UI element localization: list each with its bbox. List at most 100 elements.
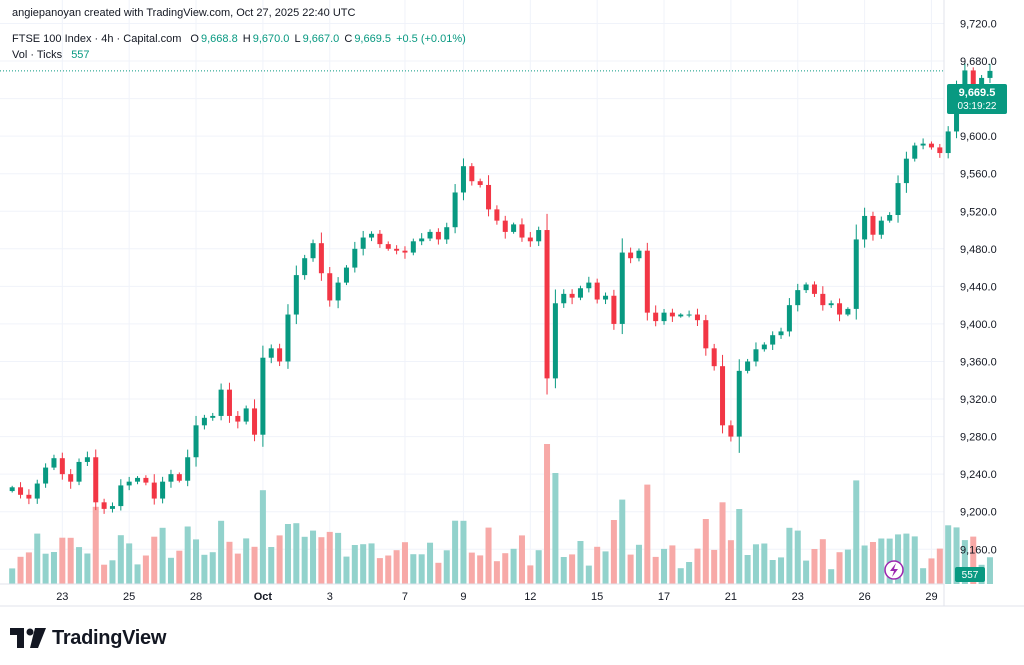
volume-bar — [744, 555, 751, 584]
candle-body — [76, 461, 82, 482]
candle-body — [536, 230, 542, 242]
volume-bar — [259, 490, 266, 584]
candle-body — [711, 348, 717, 367]
candle-body — [126, 481, 132, 486]
candle-body — [661, 312, 667, 322]
candle-body — [745, 361, 751, 371]
x-tick-label: 21 — [725, 591, 737, 603]
volume-bar — [736, 509, 743, 584]
candle-body — [9, 487, 15, 492]
volume-bar — [711, 549, 718, 584]
volume-bar — [50, 552, 57, 584]
volume-bar — [25, 552, 32, 584]
volume-bar — [109, 560, 116, 584]
volume-bar — [17, 556, 24, 584]
candle-body — [928, 143, 934, 148]
volume-bar — [67, 537, 74, 584]
volume-bar — [335, 532, 342, 584]
volume-bar — [569, 554, 576, 584]
y-tick-label: 9,560.0 — [960, 169, 997, 181]
candle-body — [544, 230, 550, 379]
volume-bar — [167, 557, 174, 584]
legend-ohlc[interactable]: FTSE 100 Index · 4h · Capital.com O 9,668… — [12, 33, 468, 45]
volume-label[interactable]: Vol · Ticks — [12, 49, 63, 61]
volume-bar — [619, 499, 626, 584]
candle-body — [18, 487, 24, 495]
flash-icon[interactable] — [884, 560, 904, 580]
volume-bar — [226, 541, 233, 584]
volume-bar — [343, 556, 350, 584]
volume-bar — [59, 537, 66, 584]
volume-bar — [903, 533, 910, 584]
volume-bar — [844, 549, 851, 584]
volume-bar — [142, 555, 149, 584]
legend-close: 9,669.5 — [354, 33, 392, 45]
volume-bar — [811, 549, 818, 584]
candle-body — [335, 282, 341, 301]
x-tick-label: 23 — [792, 591, 804, 603]
candle-body — [979, 77, 985, 86]
candle-body — [945, 131, 951, 154]
time-axis[interactable]: 23 25 28 Oct 3 7 9 12 15 17 21 23 26 29 — [56, 591, 937, 603]
legend-c-label: C — [344, 33, 353, 45]
volume-bar — [803, 560, 810, 584]
volume-bars — [9, 444, 993, 584]
volume-bar — [585, 565, 592, 584]
candle-body — [51, 458, 57, 468]
legend-volume[interactable]: Vol · Ticks 557 — [12, 49, 92, 61]
y-tick-label: 9,240.0 — [960, 469, 997, 481]
price-badge: 9,669.5 03:19:22 — [947, 84, 1007, 114]
candle-body — [678, 314, 684, 317]
price-axis[interactable]: 9,720.09,680.09,640.09,600.09,560.09,520… — [960, 18, 997, 556]
candle-body — [385, 244, 391, 249]
volume-bar — [76, 547, 83, 584]
candle-body — [252, 408, 258, 435]
candle-body — [895, 183, 901, 216]
legend-l-label: L — [294, 33, 301, 45]
volume-bar — [310, 530, 317, 584]
volume-bar — [385, 555, 392, 584]
candle-body — [937, 147, 943, 154]
candle-body — [360, 237, 366, 249]
y-tick-label: 9,680.0 — [960, 56, 997, 68]
candle-body — [811, 284, 817, 294]
tradingview-logo[interactable]: TradingView — [10, 623, 166, 653]
volume-bar — [769, 560, 776, 584]
tradingview-logo-icon — [10, 628, 46, 648]
candle-body — [185, 457, 191, 481]
x-tick-label: 25 — [123, 591, 135, 603]
candle-body — [419, 238, 425, 242]
legend-change: +0.5 (+0.01%) — [396, 33, 466, 45]
volume-bar — [936, 548, 943, 584]
volume-bar — [986, 557, 993, 584]
legend-symbol[interactable]: FTSE 100 Index · 4h · Capital.com — [12, 33, 182, 45]
candle-body — [118, 485, 124, 507]
candle-body — [828, 303, 834, 306]
volume-bar — [552, 473, 559, 584]
volume-bar — [251, 546, 258, 584]
volume-badge-value: 557 — [962, 570, 979, 581]
candle-body — [427, 231, 433, 239]
candle-body — [820, 293, 826, 306]
volume-bar — [209, 552, 216, 584]
candle-body — [795, 290, 801, 306]
legend-h-label: H — [242, 33, 251, 45]
candle-body — [619, 252, 625, 324]
x-tick-label: 28 — [190, 591, 202, 603]
volume-bar — [126, 543, 133, 584]
volume-bar — [176, 550, 183, 584]
candle-body — [720, 366, 726, 426]
candle-body — [302, 258, 308, 276]
candle-body — [694, 314, 700, 321]
volume-bar — [460, 520, 467, 584]
volume-bar — [284, 524, 291, 584]
x-tick-label: 7 — [402, 591, 408, 603]
volume-value: 557 — [71, 49, 90, 61]
candle-body — [653, 312, 659, 322]
volume-bar — [360, 544, 367, 584]
candle-body — [343, 267, 349, 283]
candle-body — [987, 70, 993, 78]
candles — [9, 63, 993, 514]
volume-bar — [928, 558, 935, 584]
